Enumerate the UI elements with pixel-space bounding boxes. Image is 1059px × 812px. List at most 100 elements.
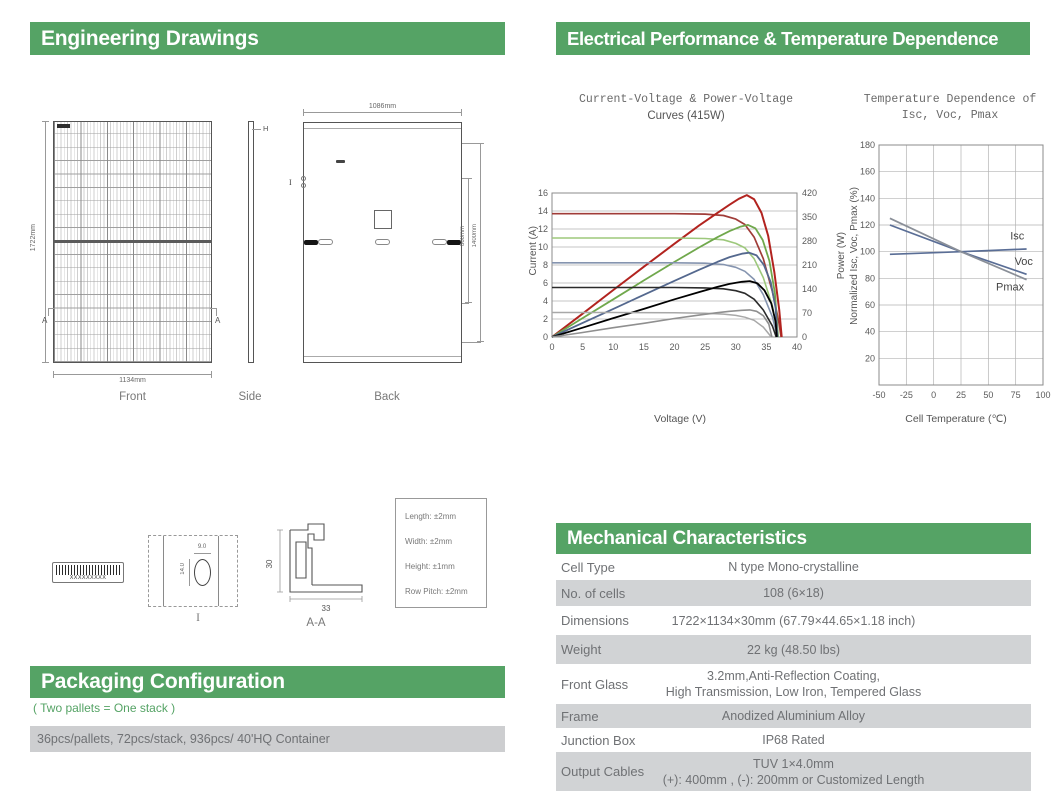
svg-text:140: 140 (860, 193, 875, 203)
frame-profile-outline (289, 523, 363, 593)
section-title: Mechanical Characteristics (567, 527, 807, 549)
svg-text:-25: -25 (900, 390, 913, 400)
svg-text:5: 5 (580, 342, 585, 352)
panel-middle-gap (53, 240, 212, 243)
slot-height-label: 14.0 (180, 563, 186, 575)
slot-width-dim-line (194, 553, 211, 554)
grounding-hole (301, 183, 306, 188)
dim-tick (462, 143, 481, 144)
detail-frame-line (163, 536, 164, 606)
dim-tick (462, 178, 469, 179)
cell-value: TUV 1×4.0mm (753, 756, 834, 771)
cable-connector-right (447, 240, 461, 245)
temp-chart-ylabel: Normalized Isc, Voc, Pmax (%) (849, 187, 860, 325)
row-label: Junction Box (561, 732, 636, 748)
svg-text:40: 40 (792, 342, 802, 352)
frame-height-label: 30 (265, 559, 274, 568)
section-cut-marker-left: A (42, 316, 48, 325)
svg-text:420: 420 (802, 188, 817, 198)
svg-text:120: 120 (860, 220, 875, 230)
section-cut-tick (48, 308, 49, 316)
section-cut-tick (48, 308, 55, 309)
junction-box (374, 210, 392, 229)
dimension-label-hole-outer: 1400mm (472, 224, 478, 248)
svg-text:100: 100 (860, 247, 875, 257)
mounting-slot (375, 239, 390, 245)
dimension-label-width: 1134mm (119, 377, 146, 384)
slot-width-label: 9.0 (197, 544, 207, 550)
svg-text:10: 10 (608, 342, 618, 352)
packaging-detail-bar: 36pcs/pallets, 72pcs/stack, 936pcs/ 40'H… (30, 726, 505, 752)
iv-chart-ylabel-right: Power (W) (836, 232, 847, 280)
dimension-label-hole-inner: 860mm (460, 226, 466, 247)
cell-value-line2: (+): 400mm , (-): 200mm or Customized Le… (662, 772, 925, 787)
dimension-line-hole-outer (477, 143, 484, 342)
svg-text:80: 80 (865, 273, 875, 283)
svg-text:140: 140 (802, 284, 817, 294)
row-label: Weight (561, 642, 602, 657)
packaging-note: ( Two pallets = One stack ) (33, 701, 176, 715)
svg-text:15: 15 (639, 342, 649, 352)
iv-chart-xlabel: Voltage (V) (654, 413, 706, 425)
row-label: Cell Type (561, 559, 615, 575)
frame-cross-section-drawing: 30 33 (265, 523, 363, 613)
dimension-label-back-width: 1086mm (368, 103, 397, 110)
mechanical-table: N type Mono-crystalline Cell Type 108 (6… (556, 554, 1031, 791)
svg-text:0: 0 (543, 332, 548, 342)
frame-width-label: 33 (322, 604, 331, 613)
svg-text:0: 0 (802, 332, 807, 342)
section-title: Electrical Performance & Temperature Dep… (567, 27, 999, 49)
svg-text:12: 12 (538, 224, 548, 234)
svg-text:-50: -50 (872, 390, 885, 400)
svg-text:8: 8 (543, 260, 548, 270)
mounting-hole-detail: 9.0 14.0 (148, 535, 238, 607)
row-label: No. of cells (561, 585, 626, 601)
panel-back-drawing (303, 122, 462, 363)
tolerance-length: Length: ±2mm (405, 512, 457, 521)
row-label: Output Cables (561, 764, 645, 779)
section-view-label: A-A (306, 617, 326, 629)
detail-view-label: I (196, 612, 200, 624)
svg-text:180: 180 (860, 140, 875, 150)
tolerance-width: Width: ±2mm (405, 537, 453, 546)
svg-text:350: 350 (802, 212, 817, 222)
svg-text:Isc: Isc (1010, 231, 1025, 243)
row-label: Dimensions (561, 613, 629, 628)
svg-text:25: 25 (700, 342, 710, 352)
svg-text:40: 40 (865, 327, 875, 337)
cell-value: Anodized Aluminium Alloy (721, 709, 866, 723)
temp-chart-title: Temperature Dependence of Isc, Voc, Pmax (863, 93, 1037, 122)
section-cut-marker-right: A (215, 316, 221, 325)
dimension-line-height (42, 121, 49, 363)
temp-chart-xlabel: Cell Temperature (℃) (905, 413, 1007, 425)
svg-text:6: 6 (543, 278, 548, 288)
mounting-slot-hole (194, 559, 211, 586)
svg-text:Voc: Voc (1015, 256, 1034, 268)
svg-text:16: 16 (538, 188, 548, 198)
section-title: Packaging Configuration (41, 670, 285, 693)
serial-number-text: XXXXXXXXX (69, 575, 107, 581)
svg-text:70: 70 (802, 308, 812, 318)
svg-text:280: 280 (802, 236, 817, 246)
dimension-line-hole-inner (465, 178, 472, 303)
svg-text:30: 30 (731, 342, 741, 352)
svg-text:25: 25 (956, 390, 966, 400)
back-view-label: Back (374, 391, 400, 403)
detail-frame-line (218, 536, 219, 606)
svg-text:2: 2 (543, 314, 548, 324)
cell-value: 108 (6×18) (763, 586, 824, 600)
section-header-packaging: Packaging Configuration (30, 666, 505, 698)
table-row: 22 kg (48.50 lbs) Weight (556, 635, 1031, 664)
svg-text:10: 10 (538, 242, 548, 252)
table-row: Anodized Aluminium Alloy Frame (556, 704, 1031, 728)
svg-text:50: 50 (983, 390, 993, 400)
dim-tick (462, 303, 469, 304)
svg-text:60: 60 (865, 300, 875, 310)
back-label-mark (336, 160, 345, 163)
iv-chart-subtitle: Curves (415W) (647, 110, 725, 122)
grounding-hole (301, 176, 306, 181)
tolerance-box: Length: ±2mm Width: ±2mm Height: ±1mm Ro… (395, 498, 487, 608)
cable-connector-left (304, 240, 318, 245)
h-marker-line (252, 129, 261, 130)
